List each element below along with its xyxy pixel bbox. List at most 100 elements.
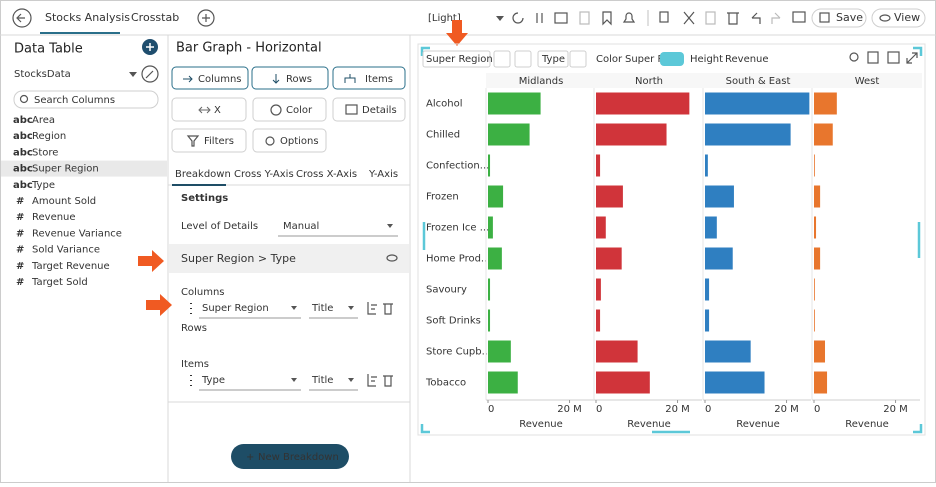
breakdown-label[interactable]: Super Region > Type	[181, 252, 296, 265]
selection-handles[interactable]	[420, 46, 923, 434]
bar[interactable]	[596, 185, 623, 208]
search-icon[interactable]	[849, 52, 859, 62]
copy-icon[interactable]	[659, 11, 669, 23]
bookmark-icon[interactable]	[602, 11, 612, 26]
columns-title[interactable]: Title	[311, 303, 333, 314]
items-button[interactable]	[332, 66, 406, 90]
edit-source-button[interactable]	[141, 65, 159, 83]
button-label[interactable]: Items	[365, 74, 393, 85]
bar[interactable]	[596, 216, 606, 239]
bar[interactable]	[488, 185, 504, 208]
type-chip[interactable]	[537, 50, 569, 68]
bar[interactable]	[488, 92, 541, 115]
bar[interactable]	[814, 123, 833, 146]
scatter-button[interactable]	[569, 50, 587, 68]
column-name[interactable]: Sold Variance	[32, 245, 100, 256]
cut-icon[interactable]	[683, 11, 695, 25]
items-title[interactable]: Title	[311, 375, 333, 386]
bar[interactable]	[814, 371, 828, 394]
column-name[interactable]: Revenue Variance	[32, 228, 122, 239]
breakdown-chip[interactable]	[422, 50, 491, 68]
tab[interactable]: Cross X-Axis	[296, 169, 357, 180]
bar[interactable]	[705, 154, 708, 177]
alert-icon[interactable]	[622, 12, 636, 23]
bar[interactable]	[488, 371, 518, 394]
bar[interactable]	[814, 216, 817, 239]
view-label[interactable]: View	[894, 11, 920, 24]
color-button[interactable]	[252, 97, 327, 122]
tab[interactable]: Y-Axis	[368, 169, 398, 180]
columns-button[interactable]	[171, 66, 249, 90]
bar[interactable]	[814, 92, 837, 115]
bar[interactable]	[596, 340, 638, 363]
bar[interactable]	[488, 247, 502, 270]
table-icon[interactable]	[887, 51, 900, 64]
sort-icon[interactable]	[367, 374, 377, 387]
view-button[interactable]	[871, 8, 926, 28]
column-name[interactable]: Area	[32, 115, 55, 126]
dropdown-icon[interactable]	[129, 72, 137, 77]
columns-field[interactable]: Super Region	[202, 303, 269, 314]
column-name[interactable]: Target Sold	[31, 277, 88, 288]
tab[interactable]: Stocks Analysis	[45, 11, 130, 24]
bar[interactable]	[705, 247, 733, 270]
undo-icon[interactable]	[751, 12, 761, 24]
bar[interactable]	[596, 278, 601, 301]
column-name[interactable]: Type	[31, 180, 55, 191]
bar[interactable]	[596, 247, 622, 270]
column-name[interactable]: Revenue	[32, 212, 76, 223]
button-label[interactable]: Columns	[198, 74, 242, 85]
comment-icon[interactable]	[792, 11, 806, 23]
options-button[interactable]	[252, 128, 327, 153]
delete-icon[interactable]	[727, 12, 739, 25]
bar[interactable]	[705, 278, 710, 301]
bar[interactable]	[488, 123, 530, 146]
button-label[interactable]: Options	[280, 136, 319, 147]
bar[interactable]	[596, 123, 667, 146]
filters-button[interactable]	[171, 128, 247, 153]
column-name[interactable]: Amount Sold	[32, 196, 96, 207]
redo-icon[interactable]	[771, 12, 781, 24]
bar[interactable]	[705, 340, 751, 363]
button-label[interactable]: +	[246, 452, 254, 463]
sort-button[interactable]	[514, 50, 532, 68]
paste-icon[interactable]	[705, 11, 716, 25]
bar[interactable]	[596, 154, 601, 177]
bar[interactable]	[814, 247, 821, 270]
search-box[interactable]	[13, 90, 159, 109]
bar[interactable]	[488, 340, 511, 363]
tab[interactable]: Breakdown	[175, 169, 231, 180]
button-label[interactable]: Color	[286, 105, 313, 116]
bar[interactable]	[814, 185, 821, 208]
breakdown-chip-label[interactable]: Super Region	[426, 54, 493, 65]
export-icon[interactable]	[867, 51, 879, 64]
type-chip-label[interactable]: Type	[541, 54, 565, 65]
button-label[interactable]: New Breakdown	[258, 452, 339, 463]
bar[interactable]	[705, 309, 710, 332]
delete-icon[interactable]	[383, 303, 393, 315]
column-name[interactable]: Super Region	[32, 164, 99, 175]
save-label[interactable]: Save	[836, 11, 863, 24]
bar[interactable]	[705, 371, 765, 394]
bar[interactable]	[596, 309, 601, 332]
level-select[interactable]: Manual	[283, 221, 319, 232]
pause-icon[interactable]	[536, 13, 543, 23]
breakdown-row[interactable]	[169, 244, 409, 273]
tab[interactable]: Cross Y-Axis	[234, 169, 294, 180]
bar[interactable]	[596, 92, 690, 115]
theme-select[interactable]: [Light]	[428, 13, 461, 24]
tab[interactable]: Crosstab	[131, 11, 179, 24]
button-label[interactable]: Details	[362, 105, 397, 116]
bar[interactable]	[814, 278, 815, 301]
button-label[interactable]: Filters	[204, 136, 234, 147]
bar[interactable]	[488, 154, 491, 177]
bar[interactable]	[814, 309, 815, 332]
bar[interactable]	[488, 278, 491, 301]
maximize-icon[interactable]	[906, 52, 918, 64]
drag-handle[interactable]	[660, 52, 684, 66]
button-label[interactable]: X	[214, 105, 221, 116]
column-name[interactable]: Target Revenue	[31, 261, 110, 272]
rows-button[interactable]	[251, 66, 329, 90]
items-field[interactable]: Type	[201, 375, 225, 386]
sort-button[interactable]	[493, 50, 511, 68]
